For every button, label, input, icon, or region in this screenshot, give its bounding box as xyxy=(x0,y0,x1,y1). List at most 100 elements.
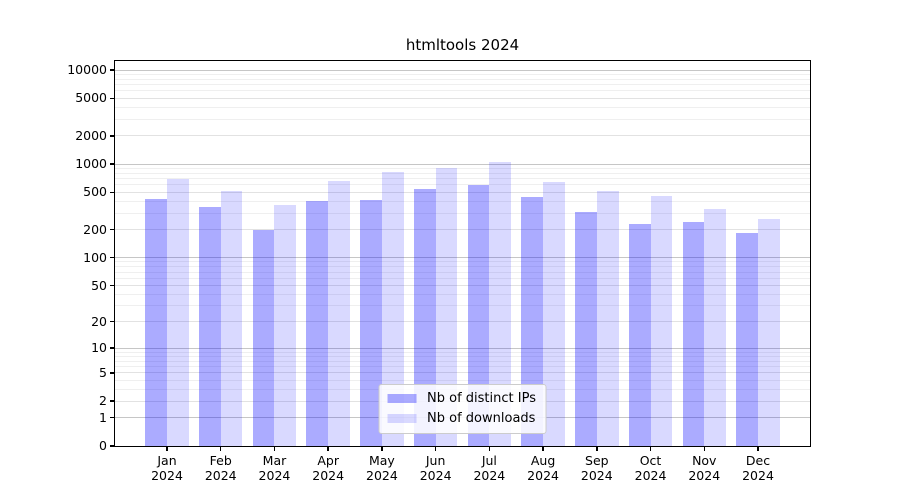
gridline-minor xyxy=(115,73,810,75)
bar-distinct-ips xyxy=(575,211,597,446)
gridline-minor xyxy=(115,212,810,214)
x-tick-label: Apr 2024 xyxy=(312,453,345,483)
x-tick-mark xyxy=(703,446,706,451)
gridline-minor xyxy=(115,78,810,80)
gridline-minor xyxy=(115,90,810,92)
gridline-minor xyxy=(115,84,810,86)
gridline xyxy=(115,97,810,99)
gridline-minor xyxy=(115,277,810,279)
x-tick-mark xyxy=(596,446,598,451)
y-tick-mark xyxy=(110,256,115,259)
gridline xyxy=(115,191,810,193)
bar-downloads xyxy=(167,178,189,446)
bar-downloads xyxy=(274,204,297,446)
y-tick-mark xyxy=(110,284,115,287)
x-tick-mark xyxy=(488,446,491,451)
y-tick-mark xyxy=(110,191,115,194)
y-tick-label: 5000 xyxy=(75,90,107,106)
y-tick-label: 2000 xyxy=(75,127,107,143)
legend-label: Nb of downloads xyxy=(427,411,536,426)
x-tick-label: Oct 2024 xyxy=(634,453,667,483)
bar-downloads xyxy=(758,218,780,446)
bar-distinct-ips xyxy=(252,229,275,446)
legend-item-distinct-ips: Nb of distinct IPs xyxy=(387,391,536,406)
gridline-minor xyxy=(115,351,810,353)
y-tick-label: 5 xyxy=(99,364,107,380)
y-tick-label: 200 xyxy=(83,221,107,237)
y-tick-mark xyxy=(110,372,115,374)
x-tick-label: Nov 2024 xyxy=(688,453,721,483)
bar-distinct-ips xyxy=(306,200,329,446)
gridline xyxy=(115,229,810,231)
bar-downloads xyxy=(220,190,243,446)
gridline-minor xyxy=(115,261,810,263)
y-tick-label: 1 xyxy=(99,409,107,425)
y-tick-label: 20 xyxy=(91,313,107,329)
gridline-minor xyxy=(115,360,810,362)
bar-downloads xyxy=(381,171,404,446)
x-tick-label: Dec 2024 xyxy=(742,453,774,483)
bar-distinct-ips xyxy=(467,185,490,446)
y-tick-mark xyxy=(110,320,115,323)
y-tick-mark xyxy=(110,228,115,231)
x-tick-mark xyxy=(273,446,276,451)
x-tick-label: Jul 2024 xyxy=(473,453,506,483)
legend-item-downloads: Nb of downloads xyxy=(387,411,536,426)
x-tick-label: Feb 2024 xyxy=(204,453,237,483)
y-tick-mark xyxy=(110,347,115,349)
x-tick-mark xyxy=(166,446,168,451)
gridline xyxy=(115,135,810,137)
x-tick-mark xyxy=(757,446,759,451)
gridline-major xyxy=(115,257,810,259)
x-tick-label: Jun 2024 xyxy=(419,453,452,483)
gridline-major xyxy=(115,347,810,349)
x-tick-mark xyxy=(327,446,329,451)
bar-downloads xyxy=(650,196,673,446)
x-tick-mark xyxy=(381,446,383,451)
gridline-minor xyxy=(115,271,810,273)
gridline-minor xyxy=(115,167,810,169)
y-tick-mark xyxy=(110,416,115,419)
x-tick-label: May 2024 xyxy=(366,453,398,483)
bar-distinct-ips xyxy=(413,189,436,446)
y-tick-mark xyxy=(110,163,115,165)
legend-swatch-distinct-ips xyxy=(387,394,417,403)
bar-downloads xyxy=(543,181,565,446)
gridline-minor xyxy=(115,379,810,381)
gridline-minor xyxy=(115,118,810,120)
x-tick-label: Mar 2024 xyxy=(258,453,291,483)
gridline-minor xyxy=(115,355,810,357)
gridline-minor xyxy=(115,172,810,174)
y-tick-label: 0 xyxy=(99,438,107,453)
x-tick-mark xyxy=(542,446,544,451)
plot-area: Nb of distinct IPs Nb of downloads xyxy=(114,60,811,447)
y-tick-mark xyxy=(110,69,115,71)
gridline-major xyxy=(115,163,810,165)
bar-downloads xyxy=(328,180,350,446)
bar-distinct-ips xyxy=(736,232,758,446)
y-tick-label: 10000 xyxy=(67,62,107,78)
gridline-major xyxy=(115,69,810,71)
gridline-minor xyxy=(115,184,810,186)
gridline xyxy=(115,321,810,323)
x-tick-label: Aug 2024 xyxy=(527,453,559,483)
gridline-minor xyxy=(115,266,810,268)
y-tick-mark xyxy=(110,445,115,447)
gridline xyxy=(115,372,810,374)
gridline-minor xyxy=(115,293,810,295)
gridline xyxy=(115,285,810,287)
y-tick-label: 50 xyxy=(91,277,107,293)
legend: Nb of distinct IPs Nb of downloads xyxy=(378,384,547,434)
gridline-minor xyxy=(115,305,810,307)
y-tick-mark xyxy=(110,97,115,100)
y-tick-label: 1000 xyxy=(75,156,107,172)
bar-downloads xyxy=(489,161,512,446)
y-tick-label: 500 xyxy=(83,184,107,200)
bar-distinct-ips xyxy=(145,199,167,446)
gridline-minor xyxy=(115,178,810,180)
bar-distinct-ips xyxy=(521,197,544,446)
y-tick-mark xyxy=(110,400,115,402)
bar-distinct-ips xyxy=(628,223,651,446)
gridline-minor xyxy=(115,366,810,368)
